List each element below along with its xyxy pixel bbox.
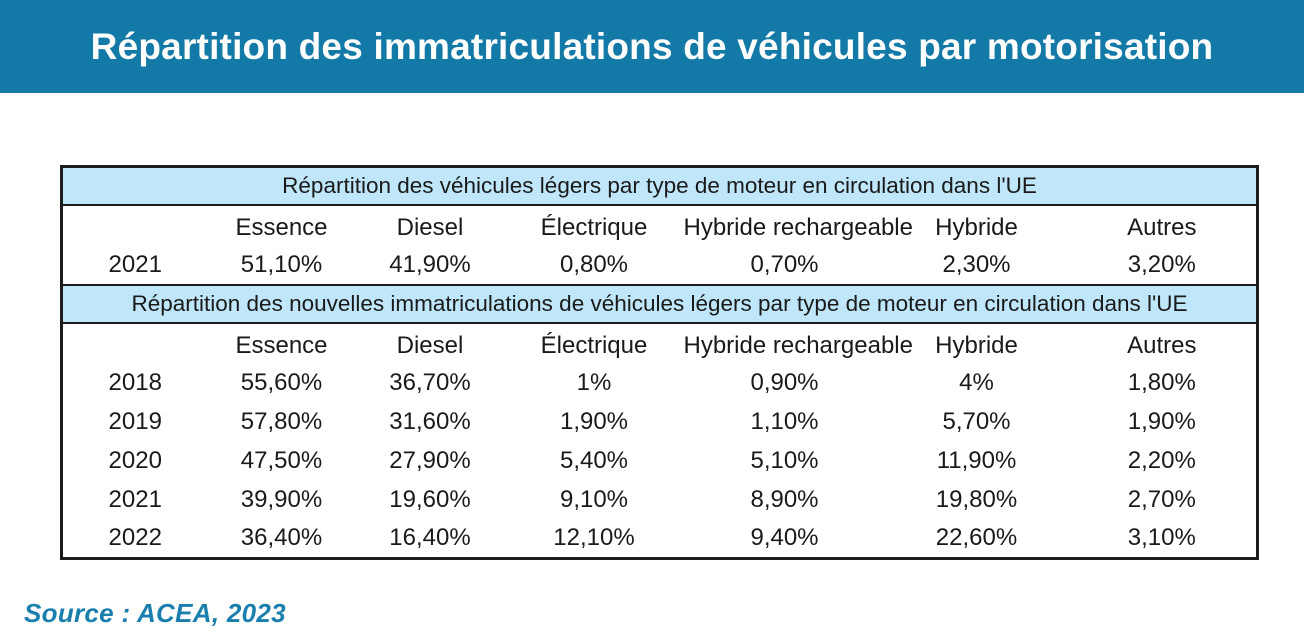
corner-cell (62, 205, 208, 246)
column-header-essence: Essence (235, 213, 328, 241)
year-cell: 2019 (108, 408, 162, 435)
value-cell: 9,10% (559, 486, 629, 513)
value-cell: 8,90% (750, 486, 819, 513)
value-cell: 36,70% (389, 369, 471, 396)
page-title: Répartition des immatriculations de véhi… (90, 25, 1214, 67)
table-row: 2022 36,40% 16,40% 12,10% 9,40% 22,60% 3… (62, 520, 1258, 559)
year-cell: 2021 (108, 486, 162, 513)
value-cell: 47,50% (240, 447, 323, 474)
value-cell: 51,10% (240, 250, 323, 278)
corner-cell (62, 323, 208, 364)
column-header-diesel: Diesel (396, 213, 464, 241)
value-cell: 12,10% (553, 524, 635, 552)
section2-column-header-row: Essence Diesel Électrique Hybride rechar… (62, 323, 1258, 364)
title-banner: Répartition des immatriculations de véhi… (0, 0, 1304, 93)
year-cell: 2022 (108, 524, 162, 552)
value-cell: 36,40% (240, 524, 323, 552)
value-cell: 27,90% (389, 447, 471, 474)
value-cell: 19,60% (389, 486, 471, 513)
value-cell: 19,80% (935, 486, 1018, 513)
value-cell: 1% (576, 369, 612, 396)
value-cell: 31,60% (389, 408, 471, 435)
year-cell: 2020 (108, 447, 162, 474)
value-cell: 41,90% (389, 250, 471, 278)
value-cell: 4% (959, 369, 994, 396)
value-cell: 39,90% (240, 486, 323, 513)
section1-column-header-row: Essence Diesel Électrique Hybride rechar… (62, 205, 1258, 246)
vehicle-table-container: Répartition des véhicules légers par typ… (60, 165, 1304, 560)
source-label: Source : ACEA, 2023 (24, 598, 286, 628)
year-cell: 2021 (108, 250, 162, 278)
table-row: 2018 55,60% 36,70% 1% 0,90% 4% 1,80% (62, 364, 1258, 403)
value-cell: 2,70% (1127, 486, 1196, 513)
value-cell: 2,30% (942, 250, 1011, 278)
value-cell: 5,40% (559, 447, 629, 474)
column-header-electrique: Électrique (540, 331, 648, 359)
column-header-essence: Essence (235, 331, 328, 359)
value-cell: 1,90% (1127, 408, 1196, 435)
column-header-hybride: Hybride (935, 331, 1018, 359)
value-cell: 22,60% (935, 524, 1018, 552)
column-header-diesel: Diesel (396, 331, 464, 359)
vehicle-motorisation-table: Répartition des véhicules légers par typ… (60, 165, 1260, 560)
section1-band: Répartition des véhicules légers par typ… (61, 166, 1258, 206)
year-cell: 2018 (108, 369, 162, 396)
value-cell: 2,20% (1127, 447, 1196, 474)
table-row: 2021 39,90% 19,60% 9,10% 8,90% 19,80% 2,… (62, 481, 1258, 520)
section1-band-title: Répartition des véhicules légers par typ… (61, 166, 1258, 206)
value-cell: 1,80% (1127, 369, 1196, 396)
value-cell: 3,20% (1127, 250, 1196, 278)
column-header-hybride: Hybride (935, 213, 1018, 241)
column-header-hybride-rechargeable: Hybride rechargeable (683, 213, 913, 241)
section2-band-title: Répartition des nouvelles immatriculatio… (61, 283, 1258, 324)
value-cell: 9,40% (750, 524, 819, 552)
column-header-hybride-rechargeable: Hybride rechargeable (683, 331, 913, 359)
value-cell: 5,70% (942, 408, 1011, 435)
table-row: 2019 57,80% 31,60% 1,90% 1,10% 5,70% 1,9… (62, 403, 1258, 442)
table-row: 2021 51,10% 41,90% 0,80% 0,70% 2,30% 3,2… (62, 246, 1258, 285)
column-header-autres: Autres (1127, 213, 1197, 241)
value-cell: 1,90% (559, 408, 629, 435)
value-cell: 1,10% (750, 408, 819, 435)
section2-band: Répartition des nouvelles immatriculatio… (61, 283, 1258, 324)
value-cell: 11,90% (936, 447, 1017, 474)
value-cell: 3,10% (1127, 524, 1196, 552)
value-cell: 0,70% (750, 250, 819, 278)
value-cell: 5,10% (750, 447, 819, 474)
table-row: 2020 47,50% 27,90% 5,40% 5,10% 11,90% 2,… (62, 442, 1258, 481)
column-header-electrique: Électrique (540, 213, 648, 241)
value-cell: 55,60% (240, 369, 323, 396)
value-cell: 0,90% (750, 369, 819, 396)
value-cell: 0,80% (559, 250, 629, 278)
value-cell: 16,40% (389, 524, 471, 552)
value-cell: 57,80% (240, 408, 323, 435)
column-header-autres: Autres (1127, 331, 1197, 359)
